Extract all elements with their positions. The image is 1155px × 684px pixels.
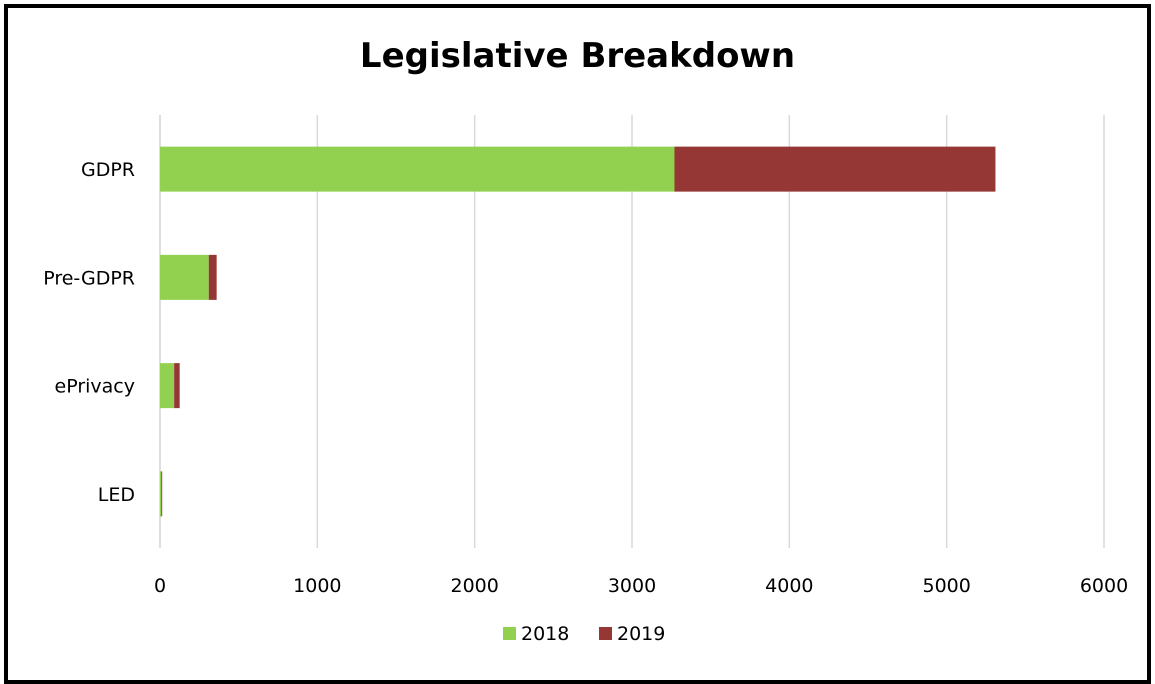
bar-led-2019 [161, 471, 163, 517]
chart-title: Legislative Breakdown [359, 36, 796, 76]
x-axis-ticks: 0 1000 2000 3000 4000 5000 6000 [154, 575, 1128, 597]
x-tick-label: 5000 [922, 575, 970, 597]
category-label: GDPR [81, 159, 135, 181]
legend-swatch [599, 627, 612, 640]
x-tick-label: 1000 [293, 575, 341, 597]
x-tick-label: 4000 [765, 575, 813, 597]
bar-eprivacy-2018 [160, 363, 175, 409]
x-tick-label: 2000 [450, 575, 498, 597]
category-label: Pre-GDPR [43, 267, 135, 289]
x-tick-label: 0 [154, 575, 166, 597]
legend-label: 2018 [521, 623, 569, 645]
bar-gdpr-2018 [160, 146, 675, 192]
bar-gdpr-2019 [674, 146, 996, 192]
category-label: LED [98, 484, 135, 506]
bars [160, 146, 996, 517]
legend: 2018 2019 [503, 623, 665, 645]
category-labels: GDPR Pre-GDPR ePrivacy LED [43, 159, 135, 506]
category-label: ePrivacy [55, 376, 135, 398]
legend-swatch [503, 627, 516, 640]
bar-eprivacy-2019 [174, 363, 180, 409]
legend-label: 2019 [617, 623, 665, 645]
bar-pre-gdpr-2019 [208, 254, 217, 300]
x-tick-label: 6000 [1080, 575, 1128, 597]
x-tick-label: 3000 [608, 575, 656, 597]
bar-led-2018 [160, 471, 162, 517]
bar-pre-gdpr-2018 [160, 254, 209, 300]
